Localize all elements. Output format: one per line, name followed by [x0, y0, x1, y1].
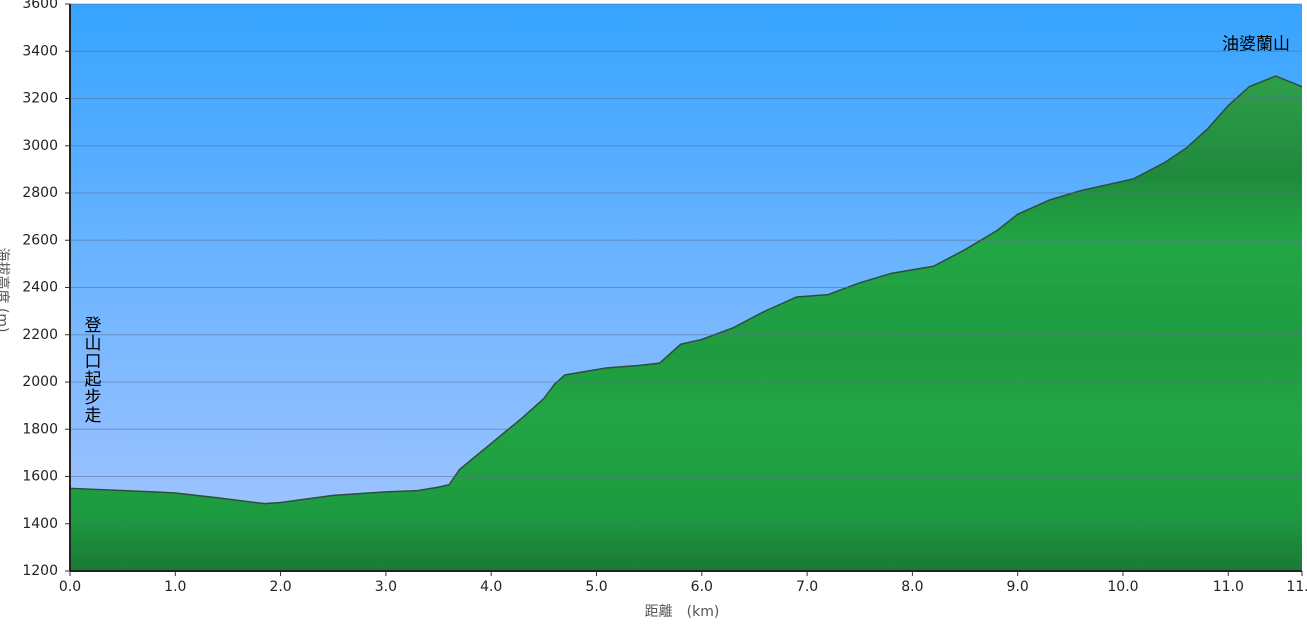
y-tick-label: 2200: [22, 327, 58, 343]
x-tick-label: 5.0: [585, 579, 607, 595]
x-axis-label: 距離 (km): [645, 603, 720, 620]
x-tick-label: 7.0: [796, 579, 818, 595]
x-tick-label: 8.0: [901, 579, 923, 595]
y-tick-label: 3600: [22, 0, 58, 12]
y-tick-label: 1800: [22, 421, 58, 437]
annotation: 油婆蘭山: [1222, 35, 1290, 55]
x-tick-label: 3.0: [375, 579, 397, 595]
y-tick-label: 1200: [22, 563, 58, 579]
y-tick-label: 2000: [22, 374, 58, 390]
x-tick-label: 1.0: [164, 579, 186, 595]
y-axis-label: 海拔高度 (m): [0, 247, 11, 332]
x-tick-label: 11.7: [1286, 579, 1307, 595]
annotation: 登山口起步走: [81, 316, 102, 424]
y-tick-label: 1600: [22, 469, 58, 485]
area-fill: [70, 76, 1302, 572]
y-tick-label: 3400: [22, 43, 58, 59]
y-tick-label: 2600: [22, 232, 58, 248]
y-tick-label: 3000: [22, 138, 58, 154]
y-tick-label: 3200: [22, 91, 58, 107]
x-tick-label: 0.0: [59, 579, 81, 595]
x-tick-label: 2.0: [269, 579, 291, 595]
y-tick-label: 1400: [22, 516, 58, 532]
x-tick-label: 11.0: [1213, 579, 1244, 595]
elevation-line: [69, 75, 1303, 505]
x-tick-label: 9.0: [1007, 579, 1029, 595]
y-tick-label: 2400: [22, 280, 58, 296]
x-tick-label: 4.0: [480, 579, 502, 595]
x-tick-label: 6.0: [691, 579, 713, 595]
x-tick-label: 10.0: [1107, 579, 1138, 595]
y-tick-label: 2800: [22, 185, 58, 201]
